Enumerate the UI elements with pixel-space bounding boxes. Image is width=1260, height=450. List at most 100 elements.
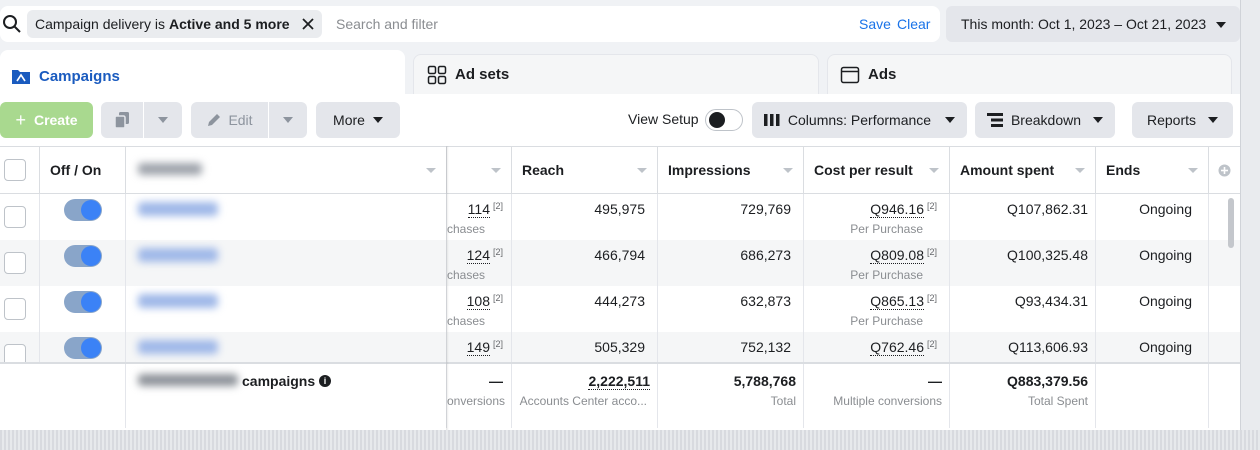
- table-footer: campaigns i — onversions 2,222,511 Accou…: [0, 362, 1240, 428]
- results-footnote: [2]: [492, 339, 503, 349]
- results-sub: chases: [446, 268, 485, 282]
- row-reach-cell: 466,794: [512, 240, 658, 286]
- row-results-cell: 108 [2] chases: [447, 286, 512, 332]
- info-icon[interactable]: i: [319, 375, 331, 387]
- sort-icon[interactable]: [929, 168, 939, 173]
- vertical-scrollbar[interactable]: [1228, 198, 1234, 248]
- table-row[interactable]: 114 [2] chases 495,975 729,769 Q946.16 [2]…: [0, 194, 1240, 240]
- columns-icon: [763, 114, 780, 126]
- footer-campaigns-label: campaigns: [242, 373, 316, 389]
- table-row[interactable]: 124 [2] chases 466,794 686,273 Q809.08 [2]…: [0, 240, 1240, 286]
- row-results-cell: 114 [2] chases: [447, 194, 512, 240]
- row-results-cell: 124 [2] chases: [447, 240, 512, 286]
- search-icon[interactable]: [2, 14, 22, 34]
- footer-spent-cell: Q883,379.56 Total Spent: [950, 364, 1096, 428]
- filter-chip[interactable]: Campaign delivery is Active and 5 more: [27, 10, 322, 38]
- breakdown-icon: [986, 113, 1003, 127]
- footer-ends-cell: [1096, 364, 1209, 428]
- search-input[interactable]: [336, 14, 836, 34]
- header-ends[interactable]: Ends: [1096, 147, 1209, 193]
- cpr-value[interactable]: Q865.13: [870, 293, 924, 310]
- results-sub: chases: [446, 314, 485, 328]
- edit-button[interactable]: Edit: [191, 102, 268, 138]
- breakdown-button[interactable]: Breakdown: [975, 102, 1115, 138]
- row-campaign-cell[interactable]: [126, 332, 447, 378]
- campaign-on-toggle[interactable]: [64, 337, 102, 359]
- view-setup-toggle[interactable]: [705, 109, 743, 131]
- create-button[interactable]: + Create: [0, 102, 93, 138]
- tab-campaigns[interactable]: Campaigns: [0, 50, 405, 102]
- cpr-value[interactable]: Q809.08: [870, 247, 924, 264]
- add-column-icon[interactable]: [1218, 164, 1231, 177]
- campaign-on-toggle[interactable]: [64, 199, 102, 221]
- table-row[interactable]: 149 [2] 505,329 752,132 Q762.46 [2] Q113,6…: [0, 332, 1240, 378]
- table-row[interactable]: 108 [2] chases 444,273 632,873 Q865.13 [2]…: [0, 286, 1240, 332]
- edit-dropdown-button[interactable]: [269, 102, 307, 138]
- footer-campaigns-cell: campaigns i: [126, 364, 447, 428]
- footer-reach[interactable]: 2,222,511: [588, 373, 650, 390]
- clear-filter-link[interactable]: Clear: [897, 16, 931, 32]
- header-campaign[interactable]: [126, 147, 447, 193]
- row-cpr-cell: Q946.16 [2] Per Purchase: [804, 194, 950, 240]
- tab-ad-sets[interactable]: Ad sets: [413, 54, 819, 94]
- save-filter-link[interactable]: Save: [859, 16, 891, 32]
- cpr-value[interactable]: Q762.46: [870, 339, 924, 356]
- spent-value: Q113,606.93: [1008, 339, 1088, 355]
- columns-label: Columns: Performance: [787, 112, 932, 128]
- blurred-campaign-name[interactable]: [138, 294, 218, 308]
- sort-icon[interactable]: [426, 168, 436, 173]
- sort-icon[interactable]: [491, 168, 501, 173]
- row-ends-cell: Ongoing: [1096, 332, 1209, 378]
- results-value[interactable]: 108: [466, 293, 490, 310]
- ends-value: Ongoing: [1139, 293, 1192, 309]
- blurred-campaign-name[interactable]: [138, 202, 218, 216]
- header-amount-spent[interactable]: Amount spent: [950, 147, 1096, 193]
- row-checkbox[interactable]: [4, 252, 26, 274]
- row-impressions-cell: 632,873: [658, 286, 804, 332]
- footer-spent: Q883,379.56: [1007, 373, 1088, 389]
- row-toggle-cell: [40, 194, 126, 240]
- duplicate-icon: [114, 112, 129, 129]
- results-value[interactable]: 124: [466, 247, 490, 264]
- campaign-on-toggle[interactable]: [64, 245, 102, 267]
- bottom-edge: [0, 430, 1260, 450]
- blurred-campaign-name[interactable]: [138, 340, 218, 354]
- header-cost-per-result[interactable]: Cost per result: [804, 147, 950, 193]
- header-add-column[interactable]: [1209, 147, 1240, 193]
- campaign-on-toggle[interactable]: [64, 291, 102, 313]
- columns-button[interactable]: Columns: Performance: [752, 102, 967, 138]
- header-results[interactable]: [447, 147, 512, 193]
- impressions-value: 632,873: [740, 293, 791, 309]
- row-spent-cell: Q100,325.48: [950, 240, 1096, 286]
- duplicate-button[interactable]: [101, 102, 143, 138]
- sort-icon[interactable]: [1075, 168, 1085, 173]
- blurred-campaign-name[interactable]: [138, 248, 218, 262]
- spent-value: Q93,434.31: [1014, 293, 1088, 309]
- cpr-value[interactable]: Q946.16: [870, 201, 924, 218]
- results-footnote: [2]: [492, 201, 503, 211]
- cpr-footnote: [2]: [926, 201, 937, 211]
- reports-button[interactable]: Reports: [1132, 102, 1233, 138]
- close-icon[interactable]: [300, 16, 316, 32]
- row-checkbox[interactable]: [4, 298, 26, 320]
- sort-icon[interactable]: [1188, 168, 1198, 173]
- sort-icon[interactable]: [637, 168, 647, 173]
- row-campaign-cell[interactable]: [126, 194, 447, 240]
- reach-value: 495,975: [594, 201, 645, 217]
- select-all-checkbox[interactable]: [4, 159, 26, 181]
- row-campaign-cell[interactable]: [126, 240, 447, 286]
- more-button[interactable]: More: [316, 102, 400, 138]
- header-reach[interactable]: Reach: [512, 147, 658, 193]
- header-select-all: [0, 147, 40, 193]
- results-value[interactable]: 114: [467, 201, 490, 218]
- tab-ads[interactable]: Ads: [827, 54, 1232, 94]
- duplicate-dropdown-button[interactable]: [144, 102, 182, 138]
- sort-icon[interactable]: [783, 168, 793, 173]
- row-campaign-cell[interactable]: [126, 286, 447, 332]
- results-value[interactable]: 149: [466, 339, 490, 356]
- header-impressions[interactable]: Impressions: [658, 147, 804, 193]
- date-range-button[interactable]: This month: Oct 1, 2023 – Oct 21, 2023: [946, 6, 1240, 42]
- row-checkbox[interactable]: [4, 206, 26, 228]
- row-impressions-cell: 686,273: [658, 240, 804, 286]
- blurred-header-label: [138, 163, 202, 175]
